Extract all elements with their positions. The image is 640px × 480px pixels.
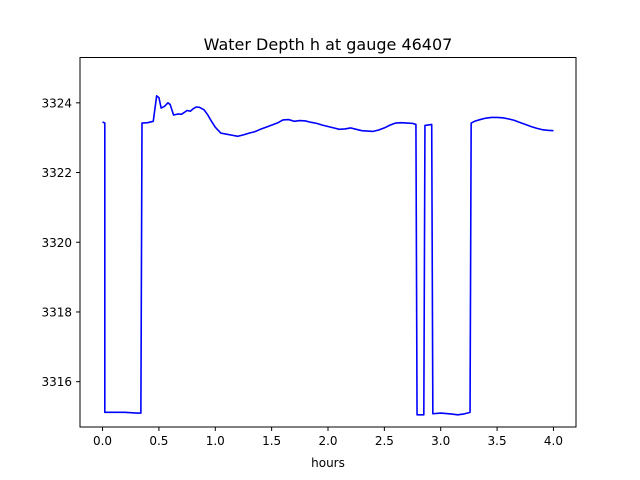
y-tick-label: 3324 — [41, 96, 72, 110]
y-tick-label: 3322 — [41, 166, 72, 180]
x-axis: 0.0 0.5 1.0 1.5 2.0 2.5 3.0 3.5 4.0 — [93, 427, 563, 448]
plot-area — [102, 95, 554, 416]
chart-title: Water Depth h at gauge 46407 — [204, 35, 453, 54]
x-axis-label: hours — [311, 456, 345, 470]
y-tick-label: 3318 — [41, 305, 72, 319]
x-tick-label: 0.0 — [93, 434, 112, 448]
y-axis: 3316 3318 3320 3322 3324 — [41, 96, 80, 389]
x-tick-label: 3.5 — [488, 434, 507, 448]
series-line — [102, 95, 554, 416]
x-tick-label: 3.0 — [431, 434, 450, 448]
x-tick-label: 2.0 — [318, 434, 337, 448]
x-tick-label: 0.5 — [149, 434, 168, 448]
plot-frame — [79, 57, 577, 428]
x-tick-label: 4.0 — [544, 434, 563, 448]
y-tick-label: 3316 — [41, 375, 72, 389]
x-tick-label: 1.0 — [206, 434, 225, 448]
x-tick-label: 1.5 — [262, 434, 281, 448]
x-tick-label: 2.5 — [375, 434, 394, 448]
y-tick-label: 3320 — [41, 236, 72, 250]
